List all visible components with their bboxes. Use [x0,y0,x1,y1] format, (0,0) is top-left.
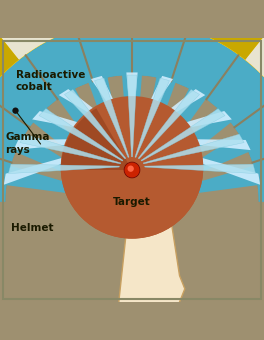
Text: Helmet: Helmet [11,223,53,233]
Polygon shape [132,76,173,138]
Wedge shape [132,0,184,26]
Polygon shape [111,170,185,340]
Wedge shape [132,40,238,202]
Polygon shape [59,89,132,138]
Polygon shape [138,89,200,159]
Circle shape [12,107,19,114]
Wedge shape [70,24,132,202]
Wedge shape [0,20,19,89]
Wedge shape [245,20,264,89]
Polygon shape [132,138,251,150]
Wedge shape [132,106,264,202]
Circle shape [128,166,134,172]
Polygon shape [95,78,129,157]
Polygon shape [20,134,121,164]
Polygon shape [39,109,123,161]
Circle shape [124,162,140,178]
Wedge shape [61,108,132,170]
Polygon shape [141,109,225,161]
Wedge shape [61,99,203,170]
Polygon shape [132,89,205,138]
Polygon shape [91,76,132,138]
Wedge shape [0,68,132,202]
Wedge shape [80,0,132,26]
Polygon shape [4,138,132,185]
Polygon shape [32,111,132,138]
Polygon shape [132,111,232,138]
Wedge shape [172,0,233,39]
Polygon shape [64,89,126,159]
Text: Target: Target [113,197,151,207]
Polygon shape [143,134,244,164]
Polygon shape [132,138,260,185]
Wedge shape [0,106,132,202]
Wedge shape [210,0,264,60]
Wedge shape [132,68,264,202]
Polygon shape [145,164,256,174]
Wedge shape [132,24,194,202]
Wedge shape [26,40,132,202]
Wedge shape [118,21,146,202]
Circle shape [61,96,203,239]
Polygon shape [127,75,137,157]
Wedge shape [0,21,264,202]
Wedge shape [0,21,264,202]
Polygon shape [135,78,169,157]
Polygon shape [13,138,132,150]
Polygon shape [8,164,119,174]
Polygon shape [126,72,138,138]
Wedge shape [61,167,203,239]
Wedge shape [31,0,92,39]
Text: Radioactive
cobalt: Radioactive cobalt [16,70,85,92]
Wedge shape [0,21,264,202]
Wedge shape [0,150,132,202]
Wedge shape [0,0,54,60]
Text: Gamma
rays: Gamma rays [5,132,50,155]
Wedge shape [0,0,264,202]
Wedge shape [132,150,264,202]
